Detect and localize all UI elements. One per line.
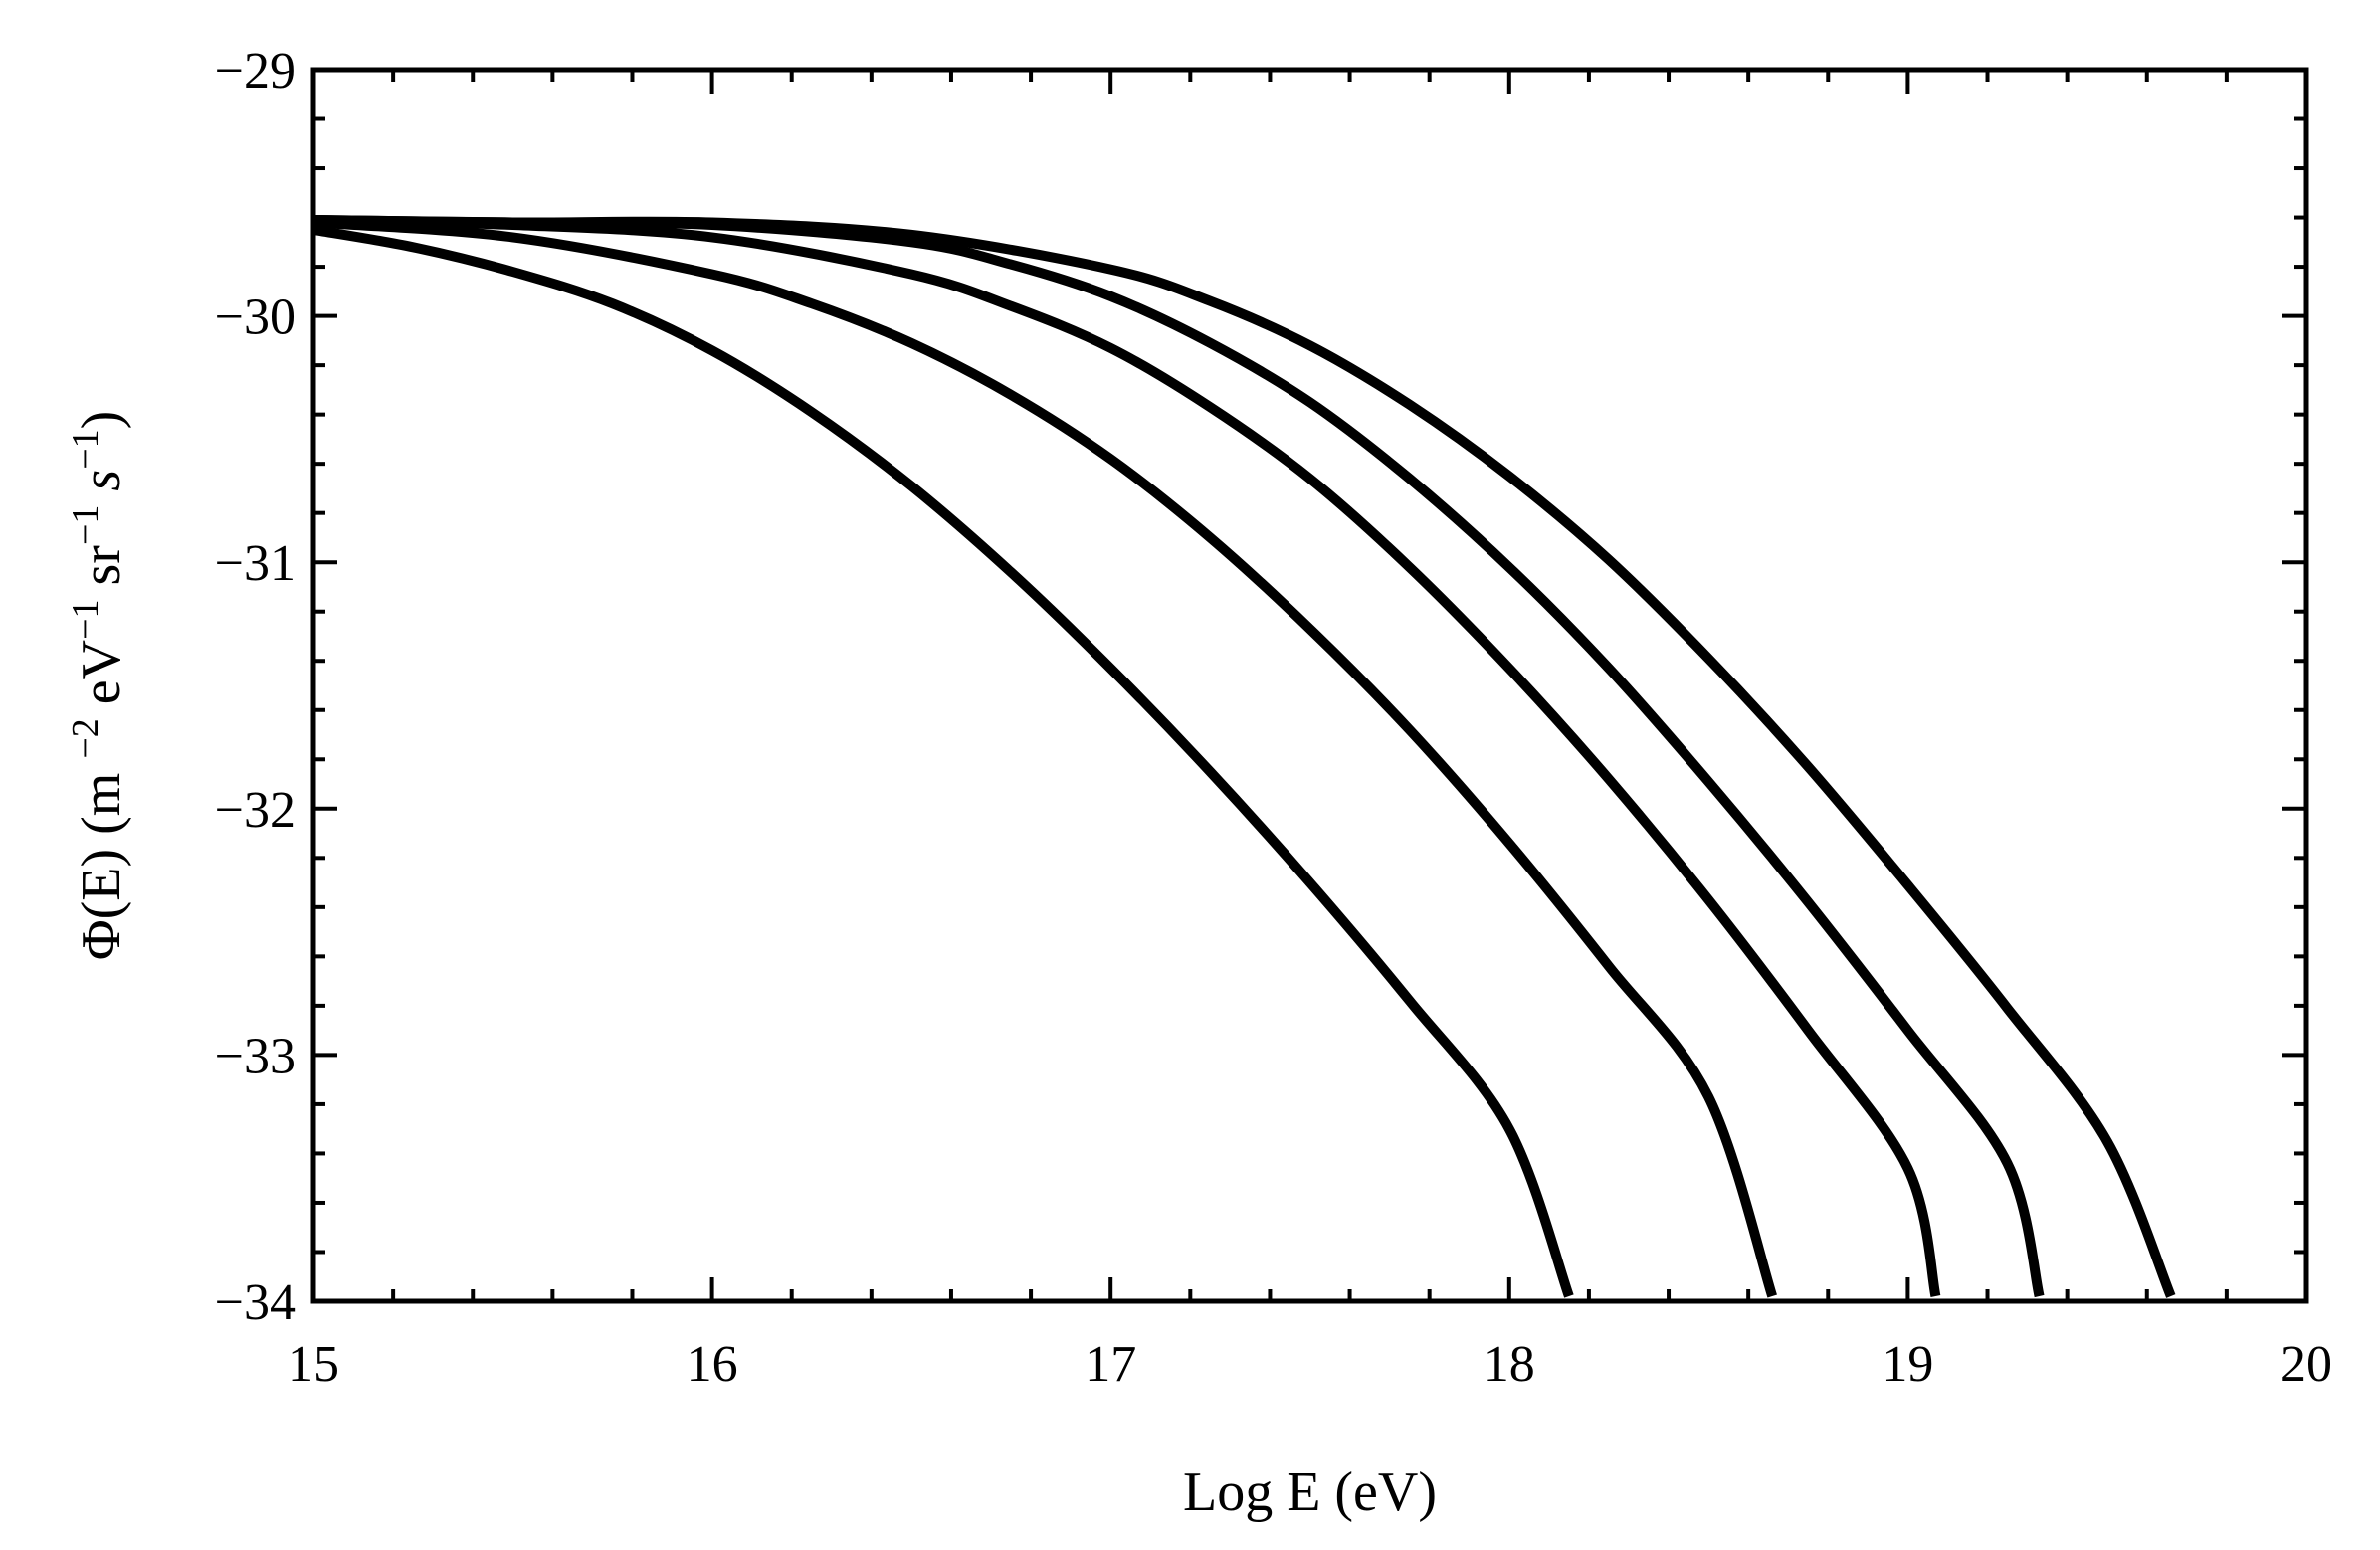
series-line-1 (312, 224, 1574, 1298)
y-axis-label: Φ(E) (m −2 eV−1 sr−1 s−1) (65, 411, 132, 961)
y-tick-label: −34 (215, 1274, 296, 1331)
y-tick-label: −30 (215, 290, 296, 346)
tick-labels-group: 15 16 17 18 19 20 −29 −30 −31 −32 −33 −34 (215, 43, 2332, 1393)
y-tick-label: −33 (215, 1028, 296, 1084)
x-axis-label: Log E (eV) (1183, 1461, 1437, 1523)
y-label-part (71, 491, 132, 505)
x-tick-label: 16 (687, 1336, 738, 1393)
y-label-part: ) (71, 411, 132, 430)
x-tick-label: 17 (1085, 1336, 1136, 1393)
y-label-part: Φ(E) (m (71, 759, 132, 961)
plot-frame (310, 67, 2309, 1304)
y-label-sup: −1 (65, 505, 106, 545)
x-tick-label: 20 (2281, 1336, 2332, 1393)
x-tick-label: 19 (1882, 1336, 1933, 1393)
y-label-part: s (71, 470, 132, 491)
series-line-5 (312, 215, 2176, 1298)
y-label-sup: −2 (65, 718, 106, 758)
y-label-part: eV (71, 640, 132, 718)
y-label-part: sr (71, 545, 132, 600)
y-label-sup: −1 (65, 429, 106, 469)
curves-group (312, 215, 2176, 1298)
x-tick-label: 18 (1484, 1336, 1535, 1393)
series-line-2 (312, 217, 1777, 1298)
y-tick-label: −31 (215, 535, 296, 592)
x-tick-label: 15 (288, 1336, 339, 1393)
series-line-3 (312, 215, 1941, 1298)
y-tick-label: −29 (215, 43, 296, 99)
y-tick-label: −32 (215, 782, 296, 839)
y-label-sup: −1 (65, 599, 106, 639)
